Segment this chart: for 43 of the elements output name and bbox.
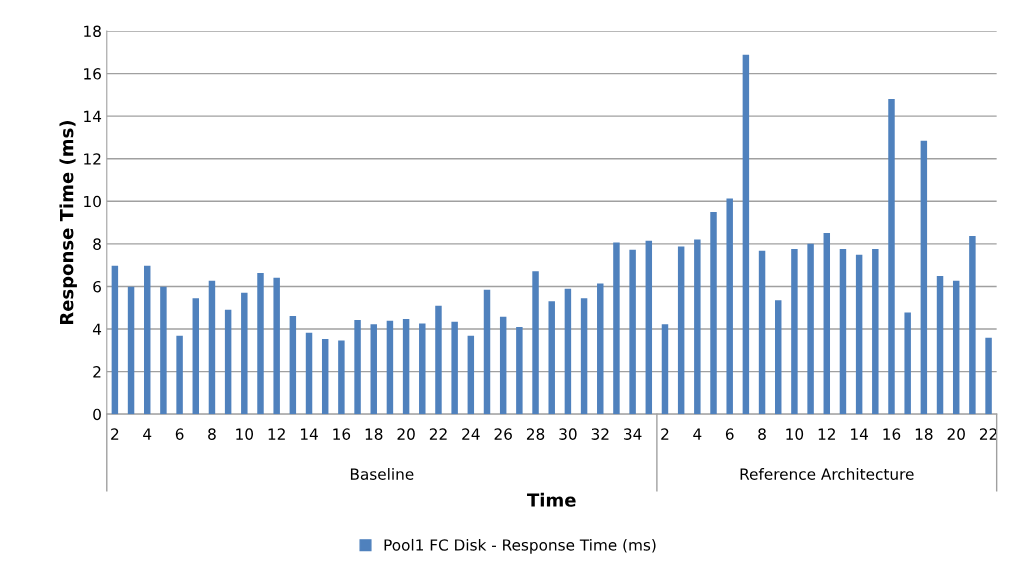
x-tick-label: 22 [429,428,447,440]
x-tick-label: 4 [143,428,152,440]
y-tick-label: 6 [93,280,101,293]
x-tick-label: 6 [725,428,734,440]
x-tick-label: 8 [758,428,766,440]
x-tick-label: 12 [818,428,835,440]
x-tick-label: 14 [851,428,868,440]
y-tick-label: 10 [84,195,101,208]
x-tick-label: 12 [268,428,285,440]
x-tick-label: 20 [947,428,965,440]
x-tick-label: 20 [397,428,415,440]
y-tick-label: 2 [93,366,101,378]
y-tick-label: 4 [92,323,102,335]
x-tick-label: 24 [462,428,480,440]
legend-label: Pool1 FC Disk - Response Time (ms) [384,538,656,554]
x-tick-label: 8 [208,428,216,440]
x-tick-label: 30 [559,428,577,440]
x-tick-label: 34 [624,428,642,440]
x-tick-label: 14 [300,428,318,440]
text: Baseline [350,468,414,480]
x-tick-label: 4 [693,428,702,440]
x-tick-label: 28 [526,428,545,440]
x-tick-label: 18 [365,428,383,440]
x-tick-label: 26 [494,428,512,440]
x-axis-title: Time [527,492,576,507]
y-tick-label: 18 [84,25,101,38]
x-tick-label: 16 [883,428,901,440]
x-tick-label: 16 [333,428,351,440]
y-tick-label: 14 [84,110,102,122]
y-tick-label: 12 [84,153,101,165]
y-tick-label: 0 [93,408,101,421]
x-tick-label: 6 [175,428,184,440]
x-tick-label: 18 [915,428,933,440]
x-tick-label: 22 [979,428,997,440]
x-tick-label: 10 [236,428,254,440]
y-tick-label: 8 [93,238,101,250]
y-axis-title: Response Time (ms) [59,121,77,325]
text: Reference Architecture [740,468,914,480]
x-tick-label: 2 [111,428,119,440]
x-tick-label: 10 [786,428,804,440]
y-tick-label: 16 [84,68,101,80]
x-tick-label: 2 [661,428,669,440]
x-tick-label: 32 [591,428,609,440]
